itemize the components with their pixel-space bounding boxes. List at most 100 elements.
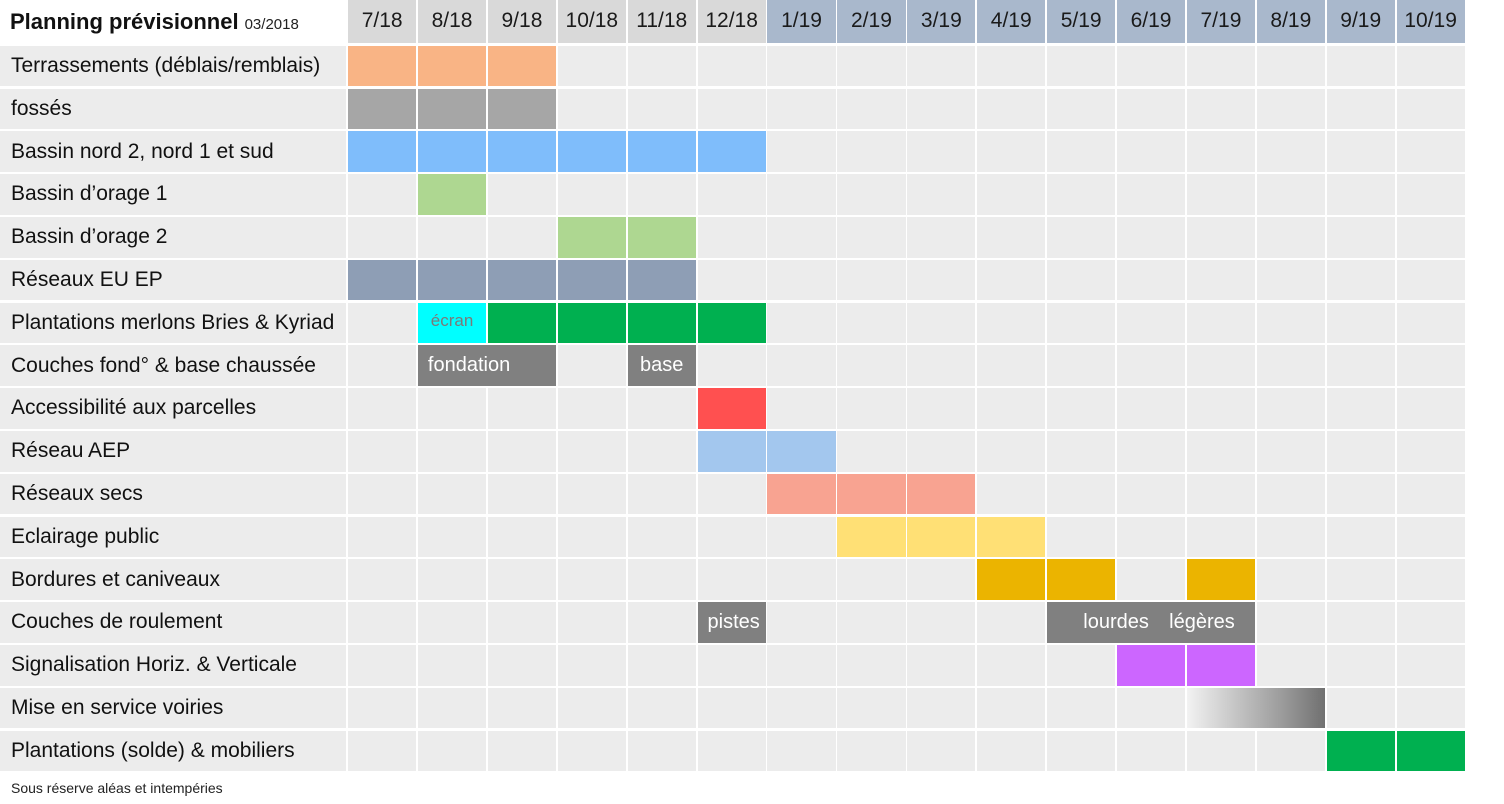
grid-cell (907, 88, 976, 130)
task-bar (697, 430, 766, 472)
grid-cell (487, 216, 557, 258)
grid-cell (1326, 131, 1395, 173)
task-bar (1186, 687, 1325, 729)
grid-cell (487, 473, 557, 515)
grid-cell (1396, 131, 1465, 173)
task-label: Terrassements (déblais/remblais) (0, 45, 346, 87)
grid-cell (487, 687, 557, 729)
grid-cell (417, 687, 487, 729)
footnote: Sous réserve aléas et intempéries (11, 780, 223, 796)
grid-cell (627, 473, 696, 515)
task-bar (1116, 644, 1186, 686)
month-header: 10/19 (1396, 0, 1465, 43)
grid-cell (487, 559, 557, 601)
grid-cell (697, 559, 766, 601)
grid-cell (837, 388, 906, 429)
grid-cell (487, 602, 557, 643)
grid-cell (1116, 216, 1186, 258)
month-header: 11/18 (627, 0, 696, 43)
grid-cell (837, 345, 906, 387)
task-bar (557, 216, 626, 258)
task-bar (487, 302, 557, 344)
grid-cell (1186, 345, 1256, 387)
grid-cell (1396, 388, 1465, 429)
task-bar: base (627, 345, 696, 387)
grid-cell (1186, 174, 1256, 215)
grid-cell (1396, 259, 1465, 301)
task-bar (1186, 644, 1256, 686)
grid-cell (697, 216, 766, 258)
grid-cell (1256, 45, 1325, 87)
grid-cell (907, 302, 976, 344)
month-header: 9/18 (487, 0, 557, 43)
grid-cell (767, 302, 836, 344)
month-header: 7/18 (348, 0, 417, 43)
grid-cell (977, 216, 1046, 258)
grid-cell (697, 259, 766, 301)
grid-cell (977, 45, 1046, 87)
task-bar (487, 131, 557, 173)
task-bar (348, 88, 417, 130)
grid-cell (1396, 602, 1465, 643)
grid-cell (417, 473, 487, 515)
grid-cell (1116, 559, 1186, 601)
task-bar (557, 131, 626, 173)
grid-cell (697, 687, 766, 729)
grid-cell (1047, 88, 1116, 130)
grid-cell (627, 559, 696, 601)
grid-cell (1047, 131, 1116, 173)
task-bar (837, 516, 906, 558)
bar-label: légères (1169, 610, 1235, 633)
grid-cell (907, 388, 976, 429)
grid-cell (1116, 259, 1186, 301)
grid-cell (417, 216, 487, 258)
grid-cell (348, 216, 417, 258)
grid-cell (977, 644, 1046, 686)
grid-cell (1396, 430, 1465, 472)
grid-cell (1256, 216, 1325, 258)
grid-cell (417, 430, 487, 472)
task-bar (907, 473, 976, 515)
chart-title-block: Planning prévisionnel 03/2018 (10, 0, 346, 44)
grid-cell (1047, 687, 1116, 729)
task-label: Bordures et caniveaux (0, 559, 346, 601)
task-label: Accessibilité aux parcelles (0, 388, 346, 429)
task-bar (1047, 559, 1116, 601)
grid-cell (487, 644, 557, 686)
grid-cell (348, 687, 417, 729)
grid-cell (1326, 88, 1395, 130)
month-header: 1/19 (767, 0, 836, 43)
task-label: Réseaux EU EP (0, 259, 346, 301)
month-header: 8/18 (417, 0, 487, 43)
grid-cell (1396, 345, 1465, 387)
grid-cell (1047, 345, 1116, 387)
task-bar: fondation (417, 345, 557, 387)
grid-cell (1047, 388, 1116, 429)
grid-cell (1326, 345, 1395, 387)
task-bar (1326, 730, 1395, 772)
grid-cell (767, 388, 836, 429)
grid-cell (977, 602, 1046, 643)
gantt-chart: Planning prévisionnel 03/2018 7/18 8/18 9/… (0, 0, 1465, 772)
grid-cell (1047, 644, 1116, 686)
grid-cell (557, 430, 626, 472)
grid-cell (1256, 430, 1325, 472)
task-bar (557, 259, 626, 301)
grid-cell (348, 302, 417, 344)
grid-cell (697, 174, 766, 215)
grid-cell (1256, 730, 1325, 772)
grid-cell (1116, 131, 1186, 173)
month-header: 10/18 (557, 0, 626, 43)
month-header: 2/19 (837, 0, 906, 43)
grid-cell (977, 687, 1046, 729)
grid-cell (907, 174, 976, 215)
grid-cell (837, 174, 906, 215)
grid-cell (1116, 88, 1186, 130)
grid-cell (767, 259, 836, 301)
task-bar (417, 259, 487, 301)
task-label: Bassin nord 2, nord 1 et sud (0, 131, 346, 173)
grid-cell (1047, 430, 1116, 472)
grid-cell (767, 644, 836, 686)
grid-cell (1326, 644, 1395, 686)
task-bar (837, 473, 906, 515)
